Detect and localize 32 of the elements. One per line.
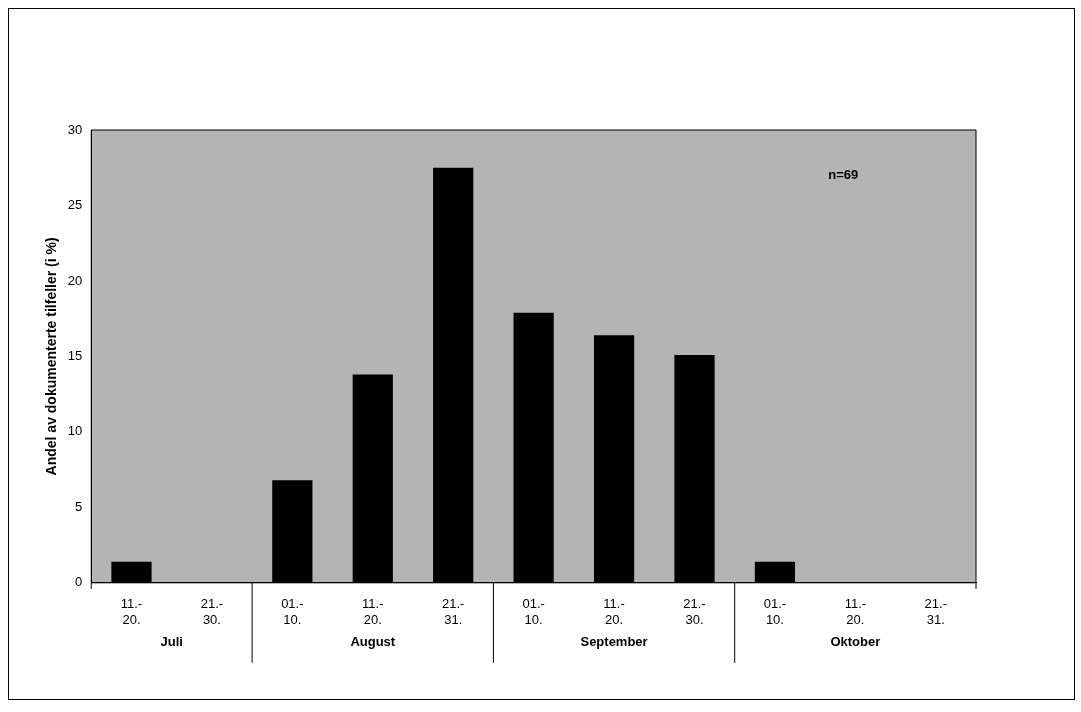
x-tick-label: 11.- 20.: [603, 596, 625, 627]
bar: [433, 167, 474, 583]
y-tick-label: 30: [67, 121, 83, 137]
annotation: n=69: [828, 166, 859, 182]
bar: [272, 480, 313, 583]
y-tick-label: 25: [67, 197, 83, 213]
y-tick-label: 0: [75, 574, 83, 590]
x-tick-label: 01.- 10.: [281, 596, 304, 627]
y-tick-label: 10: [67, 423, 83, 439]
x-tick-label: 11.- 20.: [120, 596, 143, 627]
bar: [513, 312, 554, 583]
x-tick-label: 11.- 20.: [844, 596, 867, 627]
x-tick-label: 01.- 10.: [522, 596, 545, 627]
y-axis-title: Andel av dokumenterte tilfeller (i %): [43, 237, 60, 476]
y-tick-label: 5: [75, 498, 83, 514]
x-tick-label: 01.- 10.: [763, 596, 787, 627]
bar: [352, 374, 393, 583]
x-tick-label: 21.- 31.: [442, 596, 465, 627]
text: August: [350, 634, 396, 650]
y-tick-label: 20: [67, 272, 83, 288]
bar: [111, 561, 152, 583]
x-tick-label: 11.- 20.: [362, 596, 384, 627]
bar: [674, 354, 715, 583]
y-tick-label: 15: [67, 347, 83, 363]
x-tick-label: 21.- 30.: [683, 596, 706, 627]
text: Juli: [160, 634, 183, 650]
text: Oktober: [830, 634, 881, 650]
text: September: [580, 634, 648, 650]
x-tick-label: 21.- 31.: [924, 596, 947, 627]
bar: [593, 335, 635, 583]
x-tick-label: 21.- 30.: [200, 596, 224, 627]
bar: [754, 561, 796, 583]
